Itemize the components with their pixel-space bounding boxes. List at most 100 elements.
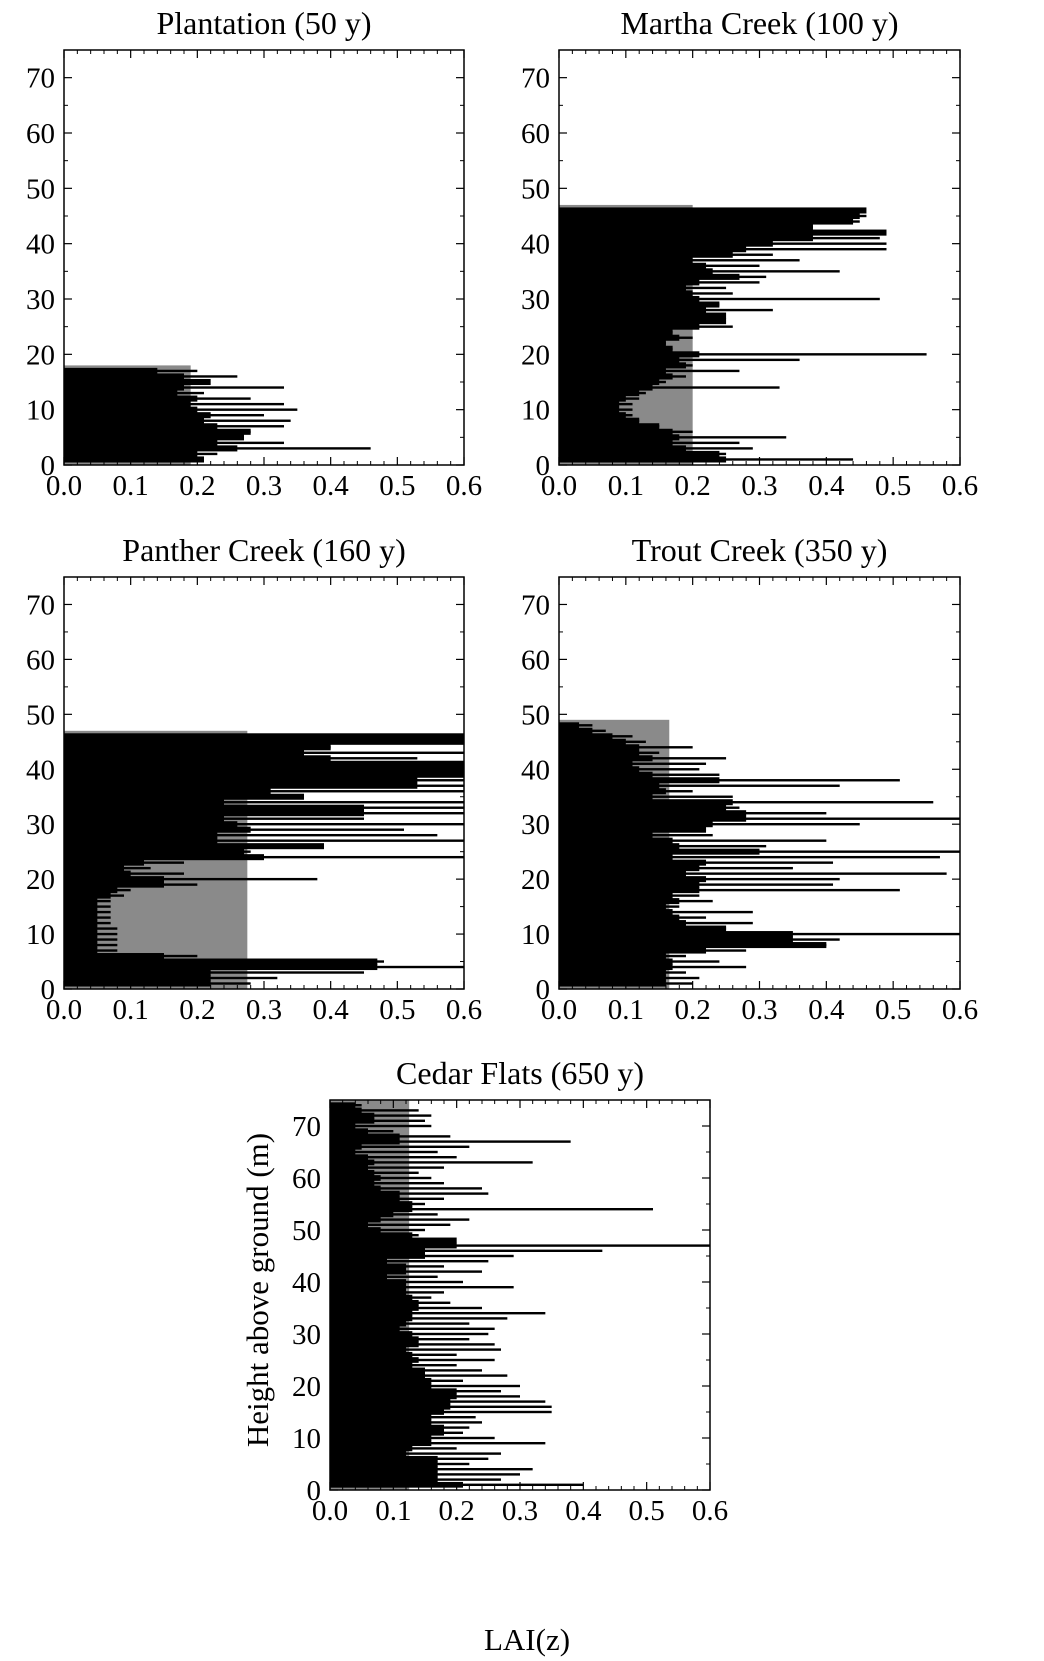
lai-bar bbox=[330, 1216, 381, 1223]
lai-bar bbox=[64, 755, 331, 762]
lai-bar bbox=[330, 1445, 413, 1452]
lai-profile-line bbox=[330, 1327, 495, 1330]
y-tick-label: 20 bbox=[521, 864, 550, 896]
lai-bar bbox=[64, 887, 118, 894]
panel-4: Trout Creek (350 y) 0 10 20 30 40 50 60 70 0.0 0.1… bbox=[521, 532, 978, 1026]
lai-bar bbox=[559, 788, 666, 795]
lai-bar bbox=[559, 406, 620, 413]
lai-bar bbox=[64, 406, 198, 413]
lai-profile-line bbox=[559, 855, 940, 859]
lai-bar bbox=[64, 777, 418, 784]
lai-bar bbox=[559, 246, 747, 253]
lai-bar bbox=[64, 947, 98, 954]
lai-bar bbox=[330, 1117, 375, 1124]
y-tick-label: 60 bbox=[521, 644, 550, 676]
lai-bar bbox=[559, 356, 680, 363]
lai-bar bbox=[559, 373, 673, 380]
lai-bar bbox=[330, 1164, 368, 1171]
lai-bar bbox=[64, 401, 191, 408]
lai-bar bbox=[330, 1289, 406, 1296]
lai-bar bbox=[330, 1294, 413, 1301]
lai-bar bbox=[559, 909, 673, 916]
y-tick-label: 70 bbox=[26, 589, 55, 621]
y-tick-label: 30 bbox=[521, 809, 550, 841]
lai-bar bbox=[559, 832, 653, 839]
lai-profile-line bbox=[64, 971, 364, 974]
lai-profile-line bbox=[330, 1192, 489, 1195]
lai-profile-line bbox=[330, 1119, 425, 1122]
lai-bar bbox=[330, 1325, 400, 1332]
x-tick-label: 0.4 bbox=[565, 1495, 602, 1527]
lai-bar bbox=[330, 1372, 425, 1379]
lai-bar bbox=[64, 969, 211, 976]
lai-bar bbox=[330, 1393, 457, 1400]
lai-bar bbox=[559, 329, 673, 336]
y-tick-label: 40 bbox=[26, 229, 55, 261]
lai-profile-line bbox=[330, 1182, 444, 1185]
lai-bar bbox=[559, 826, 707, 833]
x-tick-label: 0.1 bbox=[113, 994, 149, 1026]
lai-bar bbox=[64, 980, 211, 987]
lai-bar bbox=[330, 1211, 394, 1218]
lai-bar bbox=[330, 1409, 444, 1415]
lai-bar bbox=[559, 284, 686, 291]
lai-bar bbox=[559, 390, 640, 397]
lai-bar bbox=[330, 1133, 400, 1140]
lai-bar bbox=[64, 848, 244, 855]
lai-bar bbox=[559, 218, 854, 225]
panel-3: Panther Creek (160 y) 0 10 20 30 40 50 60 70 0.0 0… bbox=[26, 532, 482, 1026]
x-tick-label: 0.2 bbox=[439, 1495, 475, 1527]
lai-bar bbox=[330, 1102, 356, 1109]
lai-profile-line bbox=[64, 839, 464, 842]
lai-profile-line bbox=[330, 1114, 432, 1117]
lai-bar bbox=[64, 832, 218, 839]
y-tick-label: 60 bbox=[521, 118, 550, 150]
lai-bar bbox=[559, 251, 733, 258]
lai-bar bbox=[64, 892, 111, 899]
x-tick-label: 0.2 bbox=[675, 994, 711, 1026]
lai-bar bbox=[330, 1471, 438, 1478]
lai-bar bbox=[64, 395, 198, 402]
y-tick-label: 30 bbox=[521, 284, 550, 316]
x-tick-label: 0.1 bbox=[608, 470, 644, 502]
lai-profile-line bbox=[559, 872, 947, 875]
panel-title: Panther Creek (160 y) bbox=[122, 532, 405, 568]
lai-bar bbox=[559, 865, 700, 872]
x-tick-label: 0.1 bbox=[608, 994, 644, 1026]
lai-bar bbox=[64, 837, 218, 844]
y-tick-label: 50 bbox=[26, 699, 55, 731]
x-tick-label: 0.5 bbox=[875, 994, 911, 1026]
lai-bar bbox=[64, 738, 464, 745]
lai-bar bbox=[330, 1154, 368, 1161]
lai-bar bbox=[330, 1206, 413, 1213]
lai-bar bbox=[330, 1435, 432, 1441]
lai-bar bbox=[64, 793, 304, 800]
lai-bar bbox=[64, 865, 124, 872]
y-tick-label: 10 bbox=[521, 395, 550, 427]
lai-bar bbox=[559, 914, 680, 921]
lai-bar bbox=[64, 953, 164, 960]
lai-bar bbox=[330, 1367, 425, 1374]
lai-bar bbox=[559, 423, 660, 430]
lai-bar bbox=[559, 295, 700, 303]
lai-bar bbox=[559, 727, 593, 734]
x-tick-label: 0.4 bbox=[808, 470, 845, 502]
lai-bar bbox=[330, 1149, 356, 1155]
lai-bar bbox=[559, 859, 707, 866]
lai-bar bbox=[64, 854, 264, 861]
lai-bar bbox=[559, 881, 700, 888]
lai-bar bbox=[559, 799, 733, 806]
lai-bar bbox=[559, 810, 747, 817]
lai-bar bbox=[330, 1112, 375, 1119]
lai-bar bbox=[330, 1398, 451, 1405]
lai-bar bbox=[330, 1414, 432, 1421]
lai-bar bbox=[64, 445, 238, 452]
x-tick-label: 0.0 bbox=[46, 470, 82, 502]
lai-bar bbox=[559, 804, 727, 811]
lai-bar bbox=[330, 1315, 413, 1322]
y-tick-label: 10 bbox=[521, 919, 550, 951]
lai-bar bbox=[64, 423, 218, 430]
lai-bar bbox=[64, 914, 98, 921]
panel-1: Plantation (50 y) 0 10 20 30 40 50 60 70 0.0 0.1 0.… bbox=[26, 5, 482, 502]
lai-profile-line bbox=[330, 1452, 501, 1455]
